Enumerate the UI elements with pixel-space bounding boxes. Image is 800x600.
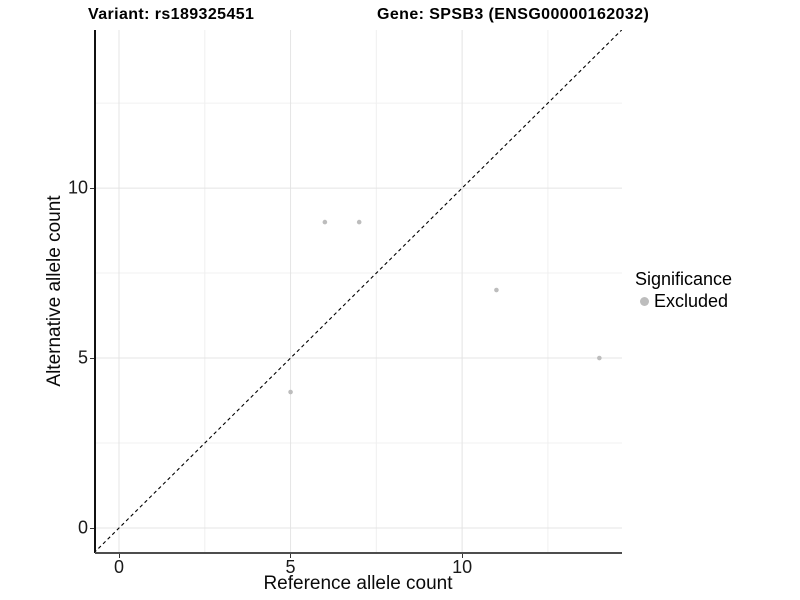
excluded-point-swatch xyxy=(640,297,649,306)
data-point xyxy=(288,389,293,395)
y-tick-label: 0 xyxy=(77,517,88,538)
y-axis-line xyxy=(94,30,96,553)
plot-title-variant: Variant: rs189325451 xyxy=(88,6,255,23)
y-axis-tick xyxy=(90,357,94,359)
plot-title-gene: Gene: SPSB3 (ENSG00000162032) xyxy=(377,6,650,23)
x-axis-tick xyxy=(461,554,463,558)
x-axis-tick xyxy=(290,554,292,558)
x-tick-label: 0 xyxy=(114,557,125,577)
x-tick-label: 5 xyxy=(285,557,296,577)
x-tick-label: 10 xyxy=(452,557,473,577)
legend-item-excluded: Excluded xyxy=(635,291,732,312)
plot-panel xyxy=(95,30,622,553)
data-point xyxy=(597,355,602,361)
identity-line xyxy=(95,30,622,553)
y-axis-tick xyxy=(90,527,94,529)
data-point xyxy=(356,219,362,225)
data-point xyxy=(322,219,328,225)
scatter-plot-canvas xyxy=(95,30,622,553)
y-axis-tick xyxy=(90,187,94,189)
data-point xyxy=(494,287,499,293)
legend-title: Significance xyxy=(635,269,733,289)
legend: Significance Excluded xyxy=(635,269,732,312)
legend-item-label: Excluded xyxy=(654,291,729,311)
y-tick-label: 10 xyxy=(67,177,88,198)
x-axis-title: Reference allele count xyxy=(263,573,453,594)
y-tick-label: 5 xyxy=(77,347,88,368)
x-axis-line xyxy=(95,551,622,554)
x-axis-tick xyxy=(118,554,120,558)
